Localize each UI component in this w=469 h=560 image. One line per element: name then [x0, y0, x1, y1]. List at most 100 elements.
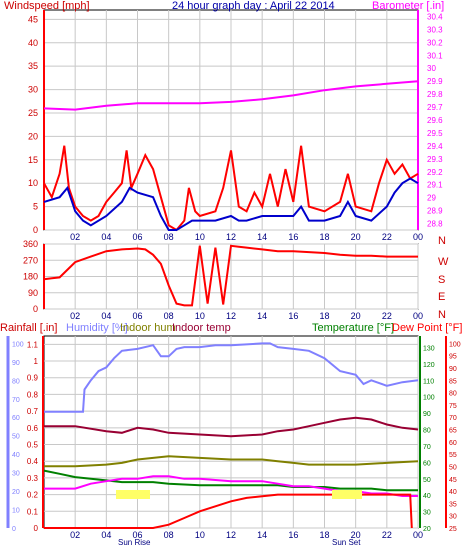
sunset-label: Sun Set [332, 538, 361, 547]
humidity-tick-label: 20 [12, 489, 20, 496]
compass-label: S [438, 274, 445, 286]
windspeed-tick-label: 25 [28, 108, 38, 118]
x-tick-label: 06 [132, 311, 142, 321]
direction-tick-label: 180 [23, 272, 38, 282]
windspeed-tick-label: 20 [28, 131, 38, 141]
x-tick-label: 12 [226, 232, 236, 242]
rain-tick-label: 0.1 [27, 507, 39, 516]
rain-tick-label: 0.4 [27, 457, 39, 466]
barometer-tick-label: 29.1 [427, 181, 443, 190]
barometer-axis-label: Barometer [.in] [372, 0, 444, 12]
rain-tick-label: 0.8 [27, 390, 39, 399]
x-tick-label: 14 [257, 530, 267, 540]
x-tick-label: 18 [319, 311, 329, 321]
dew-tick-label: 70 [449, 415, 457, 422]
dew-tick-label: 55 [449, 452, 457, 459]
temp-panel-ticks: 0 0.1 0.2 0.3 0.4 0.5 0.6 0.7 0.8 0.9 1 1.1 0 10 20 30 4… [12, 340, 461, 540]
compass-label: E [438, 291, 445, 303]
barometer-tick-label: 29.6 [427, 116, 443, 125]
humidity-tick-label: 70 [12, 397, 20, 404]
windspeed-tick-label: 35 [28, 61, 38, 71]
humidity-line [44, 342, 419, 413]
x-tick-label: 06 [132, 530, 142, 540]
temp-humidity-panel: 0 0.1 0.2 0.3 0.4 0.5 0.6 0.7 0.8 0.9 1 1.1 0 10 20 30 4… [0, 322, 462, 547]
dew-tick-label: 80 [449, 391, 457, 398]
humidity-tick-label: 50 [12, 434, 20, 441]
temp-tick-label: 70 [423, 444, 431, 451]
rain-tick-label: 0.5 [27, 441, 39, 450]
windspeed-tick-label: 10 [28, 178, 38, 188]
x-tick-label: 00 [413, 530, 423, 540]
indoor-temp-label: Indoor temp [172, 322, 231, 334]
temp-panel-series [43, 342, 419, 529]
x-tick-label: 08 [164, 311, 174, 321]
temp-tick-label: 30 [423, 510, 431, 517]
windspeed-tick-label: 45 [28, 14, 38, 24]
dew-tick-label: 85 [449, 378, 457, 385]
compass-label: N [438, 235, 446, 247]
windspeed-tick-label: 0 [33, 225, 38, 235]
dew-tick-label: 95 [449, 354, 457, 361]
x-tick-label: 18 [319, 232, 329, 242]
humidity-label: Humidity [%] [66, 322, 128, 334]
compass-label: W [438, 256, 449, 268]
x-tick-label: 12 [226, 530, 236, 540]
x-tick-label: 16 [288, 530, 298, 540]
x-tick-label: 20 [351, 530, 361, 540]
humidity-tick-label: 100 [12, 341, 24, 348]
dew_point-line [44, 475, 418, 497]
barometer-tick-label: 29.3 [427, 155, 443, 164]
direction-panel-grid [44, 243, 419, 310]
wind-panel-series [43, 80, 419, 232]
x-tick-label: 20 [351, 311, 361, 321]
x-tick-label: 10 [195, 232, 205, 242]
x-tick-label: 12 [226, 311, 236, 321]
wind_direction-line [43, 244, 418, 307]
temp-tick-label: 100 [423, 395, 435, 402]
x-tick-label: 08 [164, 530, 174, 540]
rainfall-label: Rainfall [.in] [0, 322, 57, 334]
x-tick-label: 22 [382, 530, 392, 540]
x-tick-label: 16 [288, 232, 298, 242]
dew-tick-label: 40 [449, 489, 457, 496]
chart-title: 24 hour graph day : April 22 2014 [172, 0, 335, 12]
x-tick-label: 04 [101, 530, 111, 540]
barometer-tick-label: 30.3 [427, 25, 443, 34]
wind-barometer-panel: 0 5 10 15 20 25 30 35 40 45 28.8 28.9 29 29.1 29.2 29.3… [4, 0, 444, 242]
barometer-tick-label: 29.5 [427, 129, 443, 138]
rain-tick-label: 0 [34, 524, 39, 533]
barometer-tick-label: 29.8 [427, 90, 443, 99]
temp-tick-label: 90 [423, 411, 431, 418]
rain-tick-label: 0.2 [27, 491, 39, 500]
sunrise-label: Sun Rise [118, 538, 151, 547]
barometer-tick-label: 29.2 [427, 168, 443, 177]
x-tick-label: 18 [319, 530, 329, 540]
direction-tick-label: 90 [28, 288, 38, 298]
humidity-tick-label: 80 [12, 378, 20, 385]
x-tick-label: 10 [195, 530, 205, 540]
temp-tick-label: 60 [423, 460, 431, 467]
x-tick-label: 14 [257, 232, 267, 242]
barometer-tick-label: 30.4 [427, 12, 443, 21]
x-tick-label: 20 [351, 232, 361, 242]
sunrise-marker [116, 490, 150, 499]
windspeed-axis-label: Windspeed [mph] [4, 0, 90, 12]
windspeed-tick-label: 5 [33, 202, 38, 212]
temp-tick-label: 120 [423, 362, 435, 369]
humidity-tick-label: 10 [12, 508, 20, 515]
humidity-tick-label: 40 [12, 452, 20, 459]
dew-tick-label: 30 [449, 514, 457, 521]
dew-tick-label: 60 [449, 440, 457, 447]
dew-tick-label: 50 [449, 464, 457, 471]
wind_gust-line [43, 145, 419, 232]
windspeed-tick-label: 40 [28, 38, 38, 48]
temperature-label: Temperature [°F] [312, 322, 394, 334]
windspeed-tick-label: 15 [28, 155, 38, 165]
barometer-tick-label: 30.2 [427, 38, 443, 47]
temp-tick-label: 50 [423, 477, 431, 484]
indoor_hum-line [44, 455, 419, 468]
dew-tick-label: 25 [449, 526, 457, 533]
